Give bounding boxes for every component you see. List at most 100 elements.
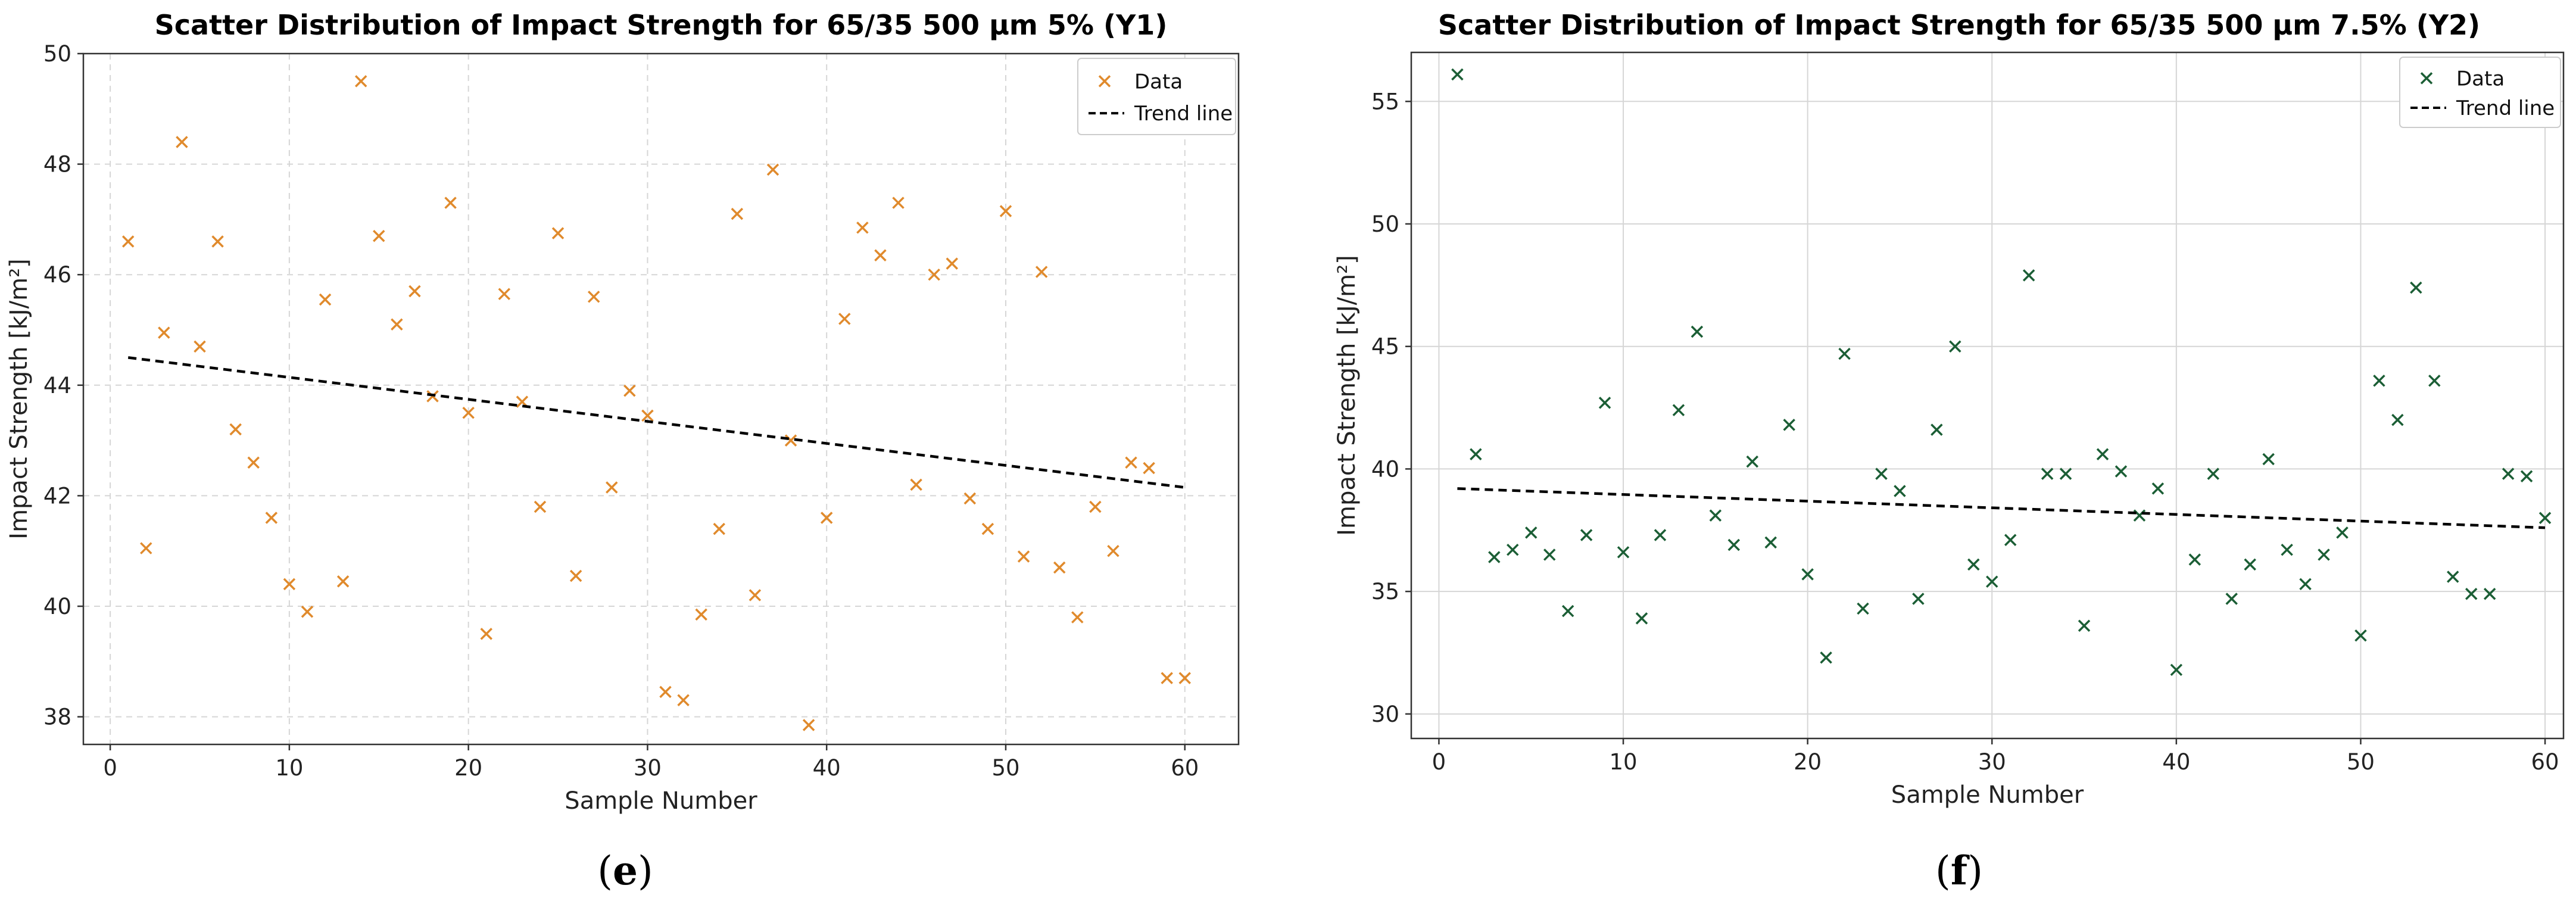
- data-point-2-1: [1451, 68, 1464, 81]
- data-point-2-29: [1967, 558, 1980, 571]
- data-point-2-18: [1764, 536, 1777, 549]
- data-point-2-6: [1543, 548, 1556, 561]
- data-point-2-24: [1875, 467, 1888, 480]
- data-point-1-50: [999, 205, 1012, 217]
- y-tick-label: 38: [43, 705, 71, 730]
- data-point-2-12: [1654, 529, 1667, 541]
- y-tick-label: 55: [1371, 89, 1399, 114]
- y-tick-label: 30: [1371, 702, 1399, 727]
- x-tick-label: 50: [991, 755, 1019, 781]
- data-point-2-32: [2022, 269, 2035, 282]
- data-point-1-54: [1071, 611, 1084, 624]
- trend-line: [1457, 487, 2546, 529]
- y-axis-label: Impact Strength [kJ/m²]: [5, 258, 33, 539]
- data-point-1-17: [408, 285, 421, 298]
- data-point-1-59: [1161, 672, 1173, 684]
- data-point-1-40: [820, 512, 833, 524]
- data-point-2-21: [1820, 651, 1832, 664]
- data-point-1-34: [713, 522, 725, 535]
- data-point-1-22: [498, 288, 511, 300]
- data-point-1-43: [874, 249, 887, 261]
- x-tick-label: 40: [813, 755, 841, 781]
- legend-label-trend: Trend line: [2456, 96, 2555, 120]
- figure-caption: (e): [597, 847, 653, 894]
- data-point-2-46: [2281, 543, 2293, 556]
- data-point-1-14: [354, 75, 367, 88]
- figure-caption: (f): [1935, 847, 1983, 894]
- data-point-1-58: [1143, 462, 1155, 475]
- data-point-2-16: [1727, 538, 1741, 551]
- data-point-2-17: [1746, 455, 1758, 468]
- data-point-2-34: [2059, 467, 2072, 480]
- data-point-2-7: [1561, 604, 1574, 618]
- data-point-1-46: [928, 268, 940, 281]
- data-point-2-28: [1949, 340, 1961, 353]
- x-tick-label: 0: [103, 755, 117, 781]
- data-point-1-55: [1089, 500, 1102, 513]
- y-tick-label: 50: [43, 41, 71, 67]
- chart-title: Scatter Distribution of Impact Strength …: [1438, 9, 2480, 41]
- legend-label-data: Data: [2456, 67, 2505, 91]
- data-point-1-4: [176, 136, 188, 148]
- data-point-2-4: [1507, 543, 1519, 556]
- x-tick-label: 20: [454, 755, 482, 781]
- data-point-2-25: [1894, 485, 1906, 497]
- chart-title: Scatter Distribution of Impact Strength …: [155, 9, 1168, 41]
- y-tick-label: 35: [1371, 579, 1399, 604]
- data-point-1-9: [265, 512, 278, 524]
- legend-label-data: Data: [1134, 70, 1183, 93]
- data-point-1-57: [1125, 456, 1137, 469]
- data-point-2-19: [1783, 419, 1795, 431]
- legend-box: [1077, 58, 1236, 135]
- data-point-1-49: [981, 522, 994, 535]
- x-tick-label: 40: [2162, 749, 2190, 775]
- data-point-1-11: [301, 606, 314, 618]
- data-point-2-55: [2447, 571, 2459, 583]
- data-point-2-2: [1470, 448, 1482, 460]
- data-point-1-13: [336, 575, 350, 588]
- data-point-2-44: [2244, 558, 2256, 571]
- data-point-1-25: [551, 227, 565, 239]
- data-point-2-54: [2428, 375, 2441, 387]
- data-point-1-52: [1035, 266, 1048, 278]
- data-point-1-21: [480, 628, 492, 640]
- data-point-1-20: [462, 406, 475, 419]
- data-point-1-56: [1107, 544, 1119, 557]
- data-point-2-14: [1691, 325, 1704, 338]
- data-point-2-5: [1525, 526, 1538, 539]
- data-point-2-36: [2096, 448, 2109, 460]
- data-point-1-53: [1053, 561, 1066, 574]
- data-point-1-48: [963, 492, 977, 505]
- data-point-1-47: [946, 257, 958, 270]
- data-point-1-42: [856, 222, 869, 234]
- data-point-1-7: [229, 423, 242, 436]
- data-point-2-8: [1580, 529, 1593, 541]
- data-point-2-27: [1931, 423, 1943, 436]
- plot-area-frame: [1410, 51, 2565, 740]
- legend-data-marker: [1098, 75, 1111, 88]
- data-point-1-28: [606, 481, 618, 494]
- data-point-2-26: [1912, 593, 1925, 605]
- data-point-2-59: [2520, 470, 2533, 483]
- data-point-1-45: [910, 478, 922, 491]
- legend-data-marker: [2420, 72, 2433, 85]
- y-tick-label: 45: [1371, 334, 1399, 360]
- data-point-2-10: [1617, 546, 1630, 559]
- y-tick-label: 50: [1371, 211, 1399, 237]
- data-point-2-52: [2391, 413, 2404, 426]
- data-point-1-1: [121, 235, 135, 248]
- x-tick-label: 0: [1432, 749, 1446, 775]
- data-point-2-9: [1598, 397, 1611, 409]
- data-point-1-5: [194, 340, 206, 353]
- data-point-1-33: [695, 608, 707, 621]
- data-point-1-26: [569, 569, 582, 582]
- data-point-2-37: [2115, 465, 2128, 478]
- legend-label-trend: Trend line: [1134, 102, 1233, 126]
- data-point-2-22: [1838, 347, 1851, 360]
- x-tick-label: 30: [1978, 749, 2006, 775]
- data-point-2-41: [2188, 553, 2201, 566]
- chart-panel-e: Scatter Distribution of Impact Strength …: [5, 9, 1240, 894]
- trend-line: [127, 356, 1186, 489]
- data-point-2-58: [2502, 467, 2515, 480]
- data-point-2-47: [2299, 578, 2312, 591]
